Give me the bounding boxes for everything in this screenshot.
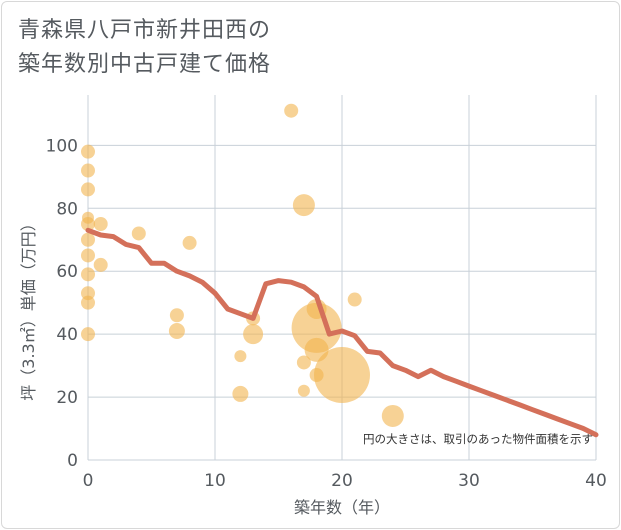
scatter-point [182, 235, 197, 250]
scatter-point [297, 384, 310, 397]
x-tick-label: 40 [585, 471, 607, 491]
y-tick-label: 0 [67, 451, 78, 471]
y-axis-ticks: 0 20 40 60 80 100 [46, 136, 78, 471]
scatter-point [234, 350, 247, 363]
y-axis-label: 坪（3.3㎡）単価（万円） [19, 215, 38, 400]
scatter-point [232, 385, 249, 402]
chart-title-line-1: 青森県八戸市新井田西の [18, 18, 272, 43]
scatter-point [93, 257, 108, 272]
scatter-point [243, 324, 264, 345]
scatter-point [81, 232, 95, 247]
scatter-point [131, 226, 146, 241]
x-tick-label: 0 [83, 471, 94, 491]
chart-title: 青森県八戸市新井田西の 築年数別中古戸建て価格 [18, 14, 271, 82]
scatter-point [169, 308, 184, 323]
y-tick-label: 20 [56, 388, 78, 408]
scatter-point [296, 355, 311, 370]
scatter-point [347, 292, 362, 307]
scatter-point [81, 163, 95, 178]
scatter-point [81, 182, 95, 197]
x-axis-ticks: 0 10 20 30 40 [83, 471, 607, 491]
y-tick-label: 100 [46, 136, 78, 156]
scatter-point [93, 217, 108, 232]
size-legend-note: 円の大きさは、取引のあった物件面積を示す [363, 432, 593, 446]
scatter-point [291, 302, 342, 353]
scatter-point [314, 347, 370, 404]
scatter-point [381, 404, 404, 427]
trend-line [85, 227, 599, 438]
x-tick-label: 30 [458, 471, 480, 491]
scatter-point [168, 322, 185, 339]
scatter-point [81, 295, 95, 310]
scatter-points [81, 103, 404, 427]
scatter-point [81, 217, 95, 232]
scatter-point [284, 103, 299, 118]
y-tick-label: 60 [56, 262, 78, 282]
scatter-point [81, 327, 95, 342]
chart-title-line-2: 築年数別中古戸建て価格 [18, 52, 272, 77]
x-axis-label: 築年数（年） [294, 498, 390, 517]
x-tick-label: 20 [331, 471, 353, 491]
y-tick-label: 80 [56, 199, 78, 219]
y-tick-label: 40 [56, 325, 78, 345]
scatter-point [81, 144, 95, 159]
scatter-point [81, 267, 95, 282]
x-tick-label: 10 [204, 471, 226, 491]
scatter-point [81, 248, 95, 263]
scatter-point [292, 194, 315, 217]
